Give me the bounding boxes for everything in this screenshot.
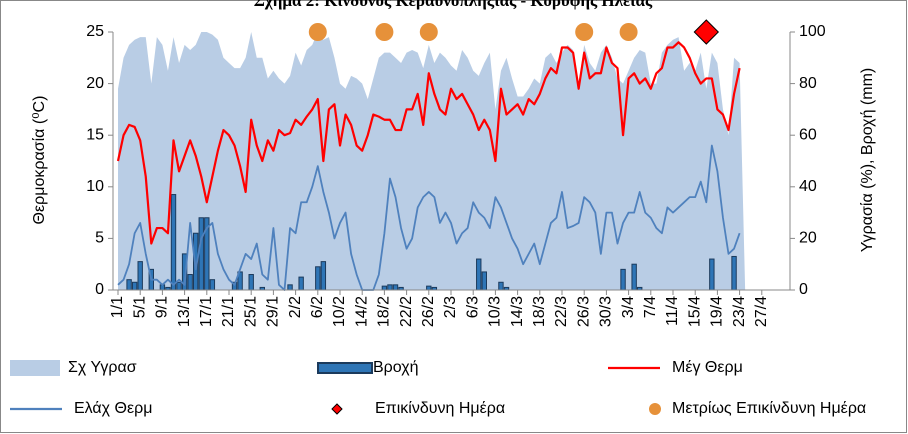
rain-bar xyxy=(209,279,216,291)
x-tick-label: 26/3 xyxy=(575,296,592,327)
x-tick-label: 18/3 xyxy=(531,296,548,327)
y-tick-label: 25 xyxy=(86,23,104,40)
x-tick-label: 11/4 xyxy=(664,296,681,326)
chart-title: Σχήμα 2: Κίνδυνος Κεραυνοπληξίας - Κορυφ… xyxy=(254,0,653,10)
temp-line xyxy=(116,41,741,245)
x-tick-label: 13/1 xyxy=(176,296,193,327)
x-tick-label: 2/3 xyxy=(442,296,459,318)
y-tick-label: 15 xyxy=(86,126,104,143)
x-tick-label: 3/4 xyxy=(620,296,637,318)
y2-tick-label: 40 xyxy=(799,178,817,195)
y2-axis-title: Υγρασία (%), Βροχή (mm) xyxy=(859,68,876,252)
rain-bar xyxy=(709,258,715,291)
legend-swatch xyxy=(331,403,343,415)
rain-bar xyxy=(198,217,204,291)
x-tick-label: 22/3 xyxy=(553,296,570,327)
x-tick-label: 30/3 xyxy=(598,296,615,327)
y2-tick-label: 60 xyxy=(799,126,817,143)
rain-bar xyxy=(298,276,304,291)
x-tick-label: 1/1 xyxy=(109,296,126,318)
rain-bar xyxy=(176,281,182,291)
x-tick-label: 23/4 xyxy=(731,296,748,327)
y2-tick-label: 80 xyxy=(799,75,817,92)
x-tick-label: 6/2 xyxy=(309,296,326,318)
x-tick-label: 27/4 xyxy=(753,296,770,327)
legend-label: Βροχή xyxy=(373,359,419,376)
legend: Σχ Υγρασ Βροχή Μέγ Θερμ Ελάχ Θερμ Επικίνδυνη… xyxy=(10,359,866,417)
y-tick-label: 10 xyxy=(86,178,104,195)
y-axis-title: Θερμοκρασία (⁰C) xyxy=(31,96,48,225)
moderate-danger-marker xyxy=(308,23,327,41)
rain-bar xyxy=(481,271,488,291)
x-tick-label: 14/3 xyxy=(509,296,526,327)
x-tick-label: 29/1 xyxy=(265,296,282,327)
x-tick-label: 7/4 xyxy=(642,296,659,318)
legend-swatch xyxy=(317,362,373,374)
legend-label: Ελάχ Θερμ xyxy=(74,400,152,417)
x-tick-label: 6/3 xyxy=(464,296,481,318)
rain-bar xyxy=(315,266,321,291)
rain-bar xyxy=(287,284,293,291)
legend-label: Μέγ Θερμ xyxy=(672,359,743,376)
rain-bar xyxy=(248,274,254,291)
x-tick-label: 17/1 xyxy=(198,296,215,327)
moderate-danger-marker xyxy=(375,23,394,41)
rain-bar xyxy=(381,285,388,291)
x-tick-label: 19/4 xyxy=(709,296,726,327)
y2-tick-label: 0 xyxy=(799,281,808,298)
x-tick-label: 10/2 xyxy=(331,296,348,327)
legend-swatch xyxy=(10,360,60,376)
legend-swatch xyxy=(649,403,661,415)
rain-bar xyxy=(731,255,737,291)
humidity-area xyxy=(118,32,746,290)
moderate-danger-marker xyxy=(419,23,438,41)
moderate-danger-marker xyxy=(619,23,638,41)
legend-label: Σχ Υγρασ xyxy=(68,359,137,376)
legend-label: Μετρίως Επικίνδυνη Ημέρα xyxy=(672,400,866,417)
x-tick-label: 15/4 xyxy=(686,296,703,327)
rain-bar xyxy=(498,281,504,291)
temp-line xyxy=(117,144,741,291)
y-tick-label: 0 xyxy=(95,281,104,298)
x-tick-label: 9/1 xyxy=(154,296,171,318)
rain-bar xyxy=(392,284,399,291)
moderate-danger-marker xyxy=(575,23,594,41)
x-tick-label: 22/2 xyxy=(398,296,415,327)
y2-tick-label: 100 xyxy=(799,23,826,40)
plot-area: 0 5 10 15 20 25 0 20 40 60 80 100 1/1 5/1 9/1 13/1 17/1 2… xyxy=(86,19,826,327)
rain-bar xyxy=(137,261,143,291)
x-tick-label: 25/1 xyxy=(242,296,259,327)
y2-tick-label: 20 xyxy=(799,230,817,247)
y-tick-label: 5 xyxy=(95,230,104,247)
x-tick-label: 5/1 xyxy=(131,296,148,318)
rain-bar xyxy=(320,261,327,291)
rain-bar xyxy=(170,194,177,291)
x-tick-label: 26/2 xyxy=(420,296,437,327)
x-tick-label: 2/2 xyxy=(287,296,304,318)
y-tick-label: 20 xyxy=(86,75,104,92)
rain-bar xyxy=(131,281,138,291)
legend-label: Επικίνδυνη Ημέρα xyxy=(375,400,505,417)
rain-bar xyxy=(387,284,393,291)
rain-bar xyxy=(631,263,637,291)
x-tick-label: 21/1 xyxy=(220,296,237,327)
rain-bar xyxy=(476,258,482,291)
rain-bar xyxy=(126,279,132,291)
rain-bar xyxy=(426,285,432,291)
rain-bar xyxy=(620,268,626,291)
rain-bar xyxy=(187,274,193,291)
danger-marker xyxy=(693,19,720,45)
x-tick-label: 10/3 xyxy=(487,296,504,327)
x-tick-label: 18/2 xyxy=(376,296,393,327)
x-tick-label: 14/2 xyxy=(353,296,370,327)
